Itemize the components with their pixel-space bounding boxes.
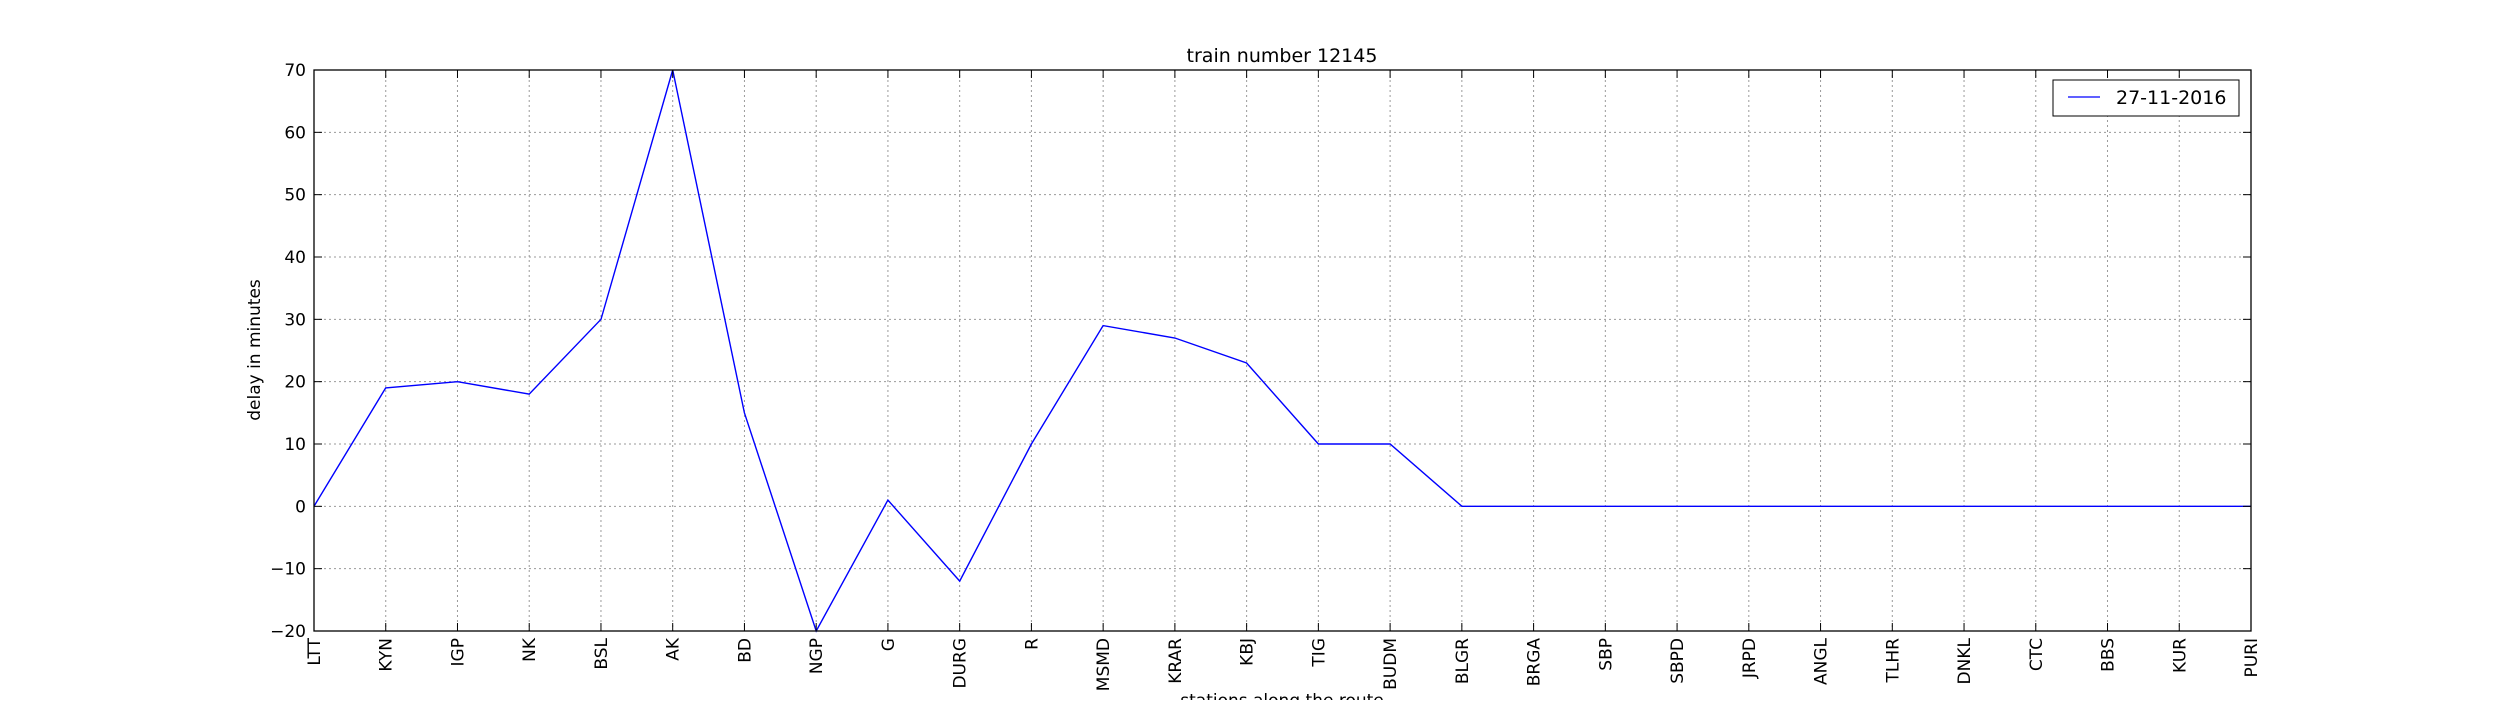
y-tick-label: −20 <box>270 622 306 642</box>
x-tick-label: AK <box>664 637 684 661</box>
x-tick-label: KYN <box>377 638 397 672</box>
y-tick-label: 30 <box>284 310 306 330</box>
x-tick-label: SBP <box>1596 638 1616 671</box>
y-axis-ticks: −20 −10 0 10 20 30 40 50 60 70 <box>270 61 2251 642</box>
x-tick-label: BLGR <box>1453 638 1473 684</box>
x-tick-label: BBS <box>2099 638 2119 672</box>
x-tick-label: R <box>1022 638 1042 650</box>
x-tick-label: BSL <box>592 637 612 669</box>
x-tick-label: DNKL <box>1955 637 1975 684</box>
y-tick-label: 70 <box>284 61 306 81</box>
x-tick-label: NK <box>520 637 540 662</box>
x-tick-label: TLHR <box>1883 638 1903 684</box>
y-tick-label: 40 <box>284 248 306 268</box>
legend-label: 27-11-2016 <box>2116 87 2226 109</box>
y-tick-label: 10 <box>284 435 306 455</box>
x-tick-label: KBJ <box>1238 638 1258 666</box>
x-tick-label: BUDM <box>1381 638 1401 690</box>
x-tick-label: G <box>879 638 899 651</box>
x-tick-label: MSMD <box>1094 638 1114 691</box>
legend: 27-11-2016 <box>2052 79 2240 117</box>
plot-area-frame <box>313 69 2252 632</box>
legend-box <box>2052 79 2240 117</box>
x-tick-label: ANGL <box>1812 637 1832 685</box>
series-lines <box>313 69 2251 633</box>
y-tick-label: 60 <box>284 123 306 143</box>
x-tick-label: TIG <box>1309 638 1329 668</box>
x-tick-label: BD <box>735 638 755 663</box>
y-tick-label: 0 <box>295 497 306 517</box>
x-tick-label: IGP <box>448 638 468 666</box>
x-tick-label: PURI <box>2242 638 2262 678</box>
x-tick-label: NGP <box>807 638 827 674</box>
y-tick-label: 50 <box>284 186 306 206</box>
x-tick-label: KRAR <box>1166 638 1186 684</box>
x-axis-label: stations along the route <box>1180 691 1384 700</box>
x-tick-label: SBPD <box>1668 638 1688 684</box>
x-tick-label: JRPD <box>1740 638 1760 679</box>
series-line <box>313 69 2251 633</box>
x-tick-label: DURG <box>951 638 971 689</box>
x-tick-label: BRGA <box>1525 638 1545 687</box>
y-tick-label: −10 <box>270 560 306 580</box>
y-tick-label: 20 <box>284 373 306 393</box>
grid-lines <box>313 69 2252 632</box>
x-tick-label: CTC <box>2027 638 2047 671</box>
chart-title: train number 12145 <box>1187 45 1378 67</box>
x-axis-ticks: LTT KYN IGP NK BSL AK BD NGP G DURG R MSMD KRAR KBJ TI… <box>305 70 2262 691</box>
x-tick-label: LTT <box>305 637 325 665</box>
y-axis-label: delay in minutes <box>245 279 265 421</box>
x-tick-label: KUR <box>2170 638 2190 673</box>
